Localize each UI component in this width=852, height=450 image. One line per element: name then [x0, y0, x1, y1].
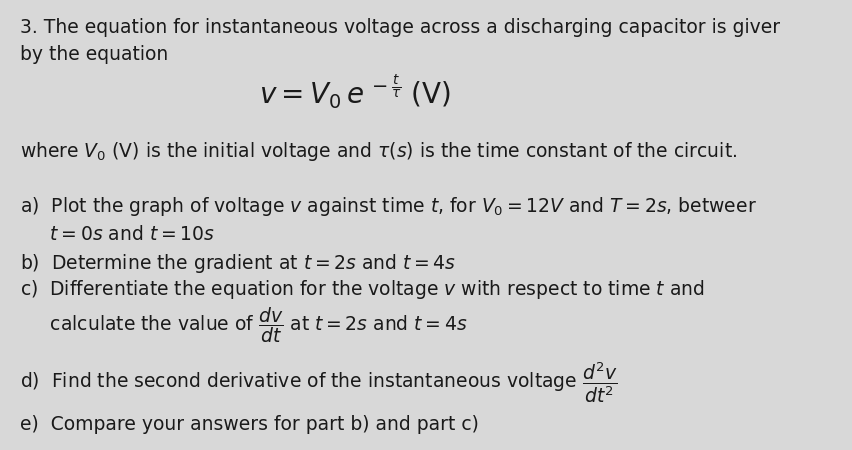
Text: d)  Find the second derivative of the instantaneous voltage $\dfrac{d^2v}{dt^2}$: d) Find the second derivative of the ins…: [20, 360, 618, 405]
Text: calculate the value of $\dfrac{dv}{dt}$ at $t = 2s$ and $t = 4s$: calculate the value of $\dfrac{dv}{dt}$ …: [20, 305, 468, 345]
Text: by the equation: by the equation: [20, 45, 168, 64]
Text: b)  Determine the gradient at $t = 2s$ and $t = 4s$: b) Determine the gradient at $t = 2s$ an…: [20, 252, 456, 275]
Text: where $V_0$ (V) is the initial voltage and $\tau$($s$) is the time constant of t: where $V_0$ (V) is the initial voltage a…: [20, 140, 737, 163]
Text: $v = V_0\, e^{\,-\frac{t}{\tau}}\;\mathrm{(V)}$: $v = V_0\, e^{\,-\frac{t}{\tau}}\;\mathr…: [259, 72, 451, 111]
Text: a)  Plot the graph of voltage $v$ against time $t$, for $V_0 = 12V$ and $\mathit: a) Plot the graph of voltage $v$ against…: [20, 195, 757, 218]
Text: 3. The equation for instantaneous voltage across a discharging capacitor is give: 3. The equation for instantaneous voltag…: [20, 18, 780, 37]
Text: $t = 0s$ and $t = 10s$: $t = 0s$ and $t = 10s$: [20, 225, 215, 244]
Text: e)  Compare your answers for part b) and part c): e) Compare your answers for part b) and …: [20, 415, 479, 434]
Text: c)  Differentiate the equation for the voltage $v$ with respect to time $t$ and: c) Differentiate the equation for the vo…: [20, 278, 705, 301]
